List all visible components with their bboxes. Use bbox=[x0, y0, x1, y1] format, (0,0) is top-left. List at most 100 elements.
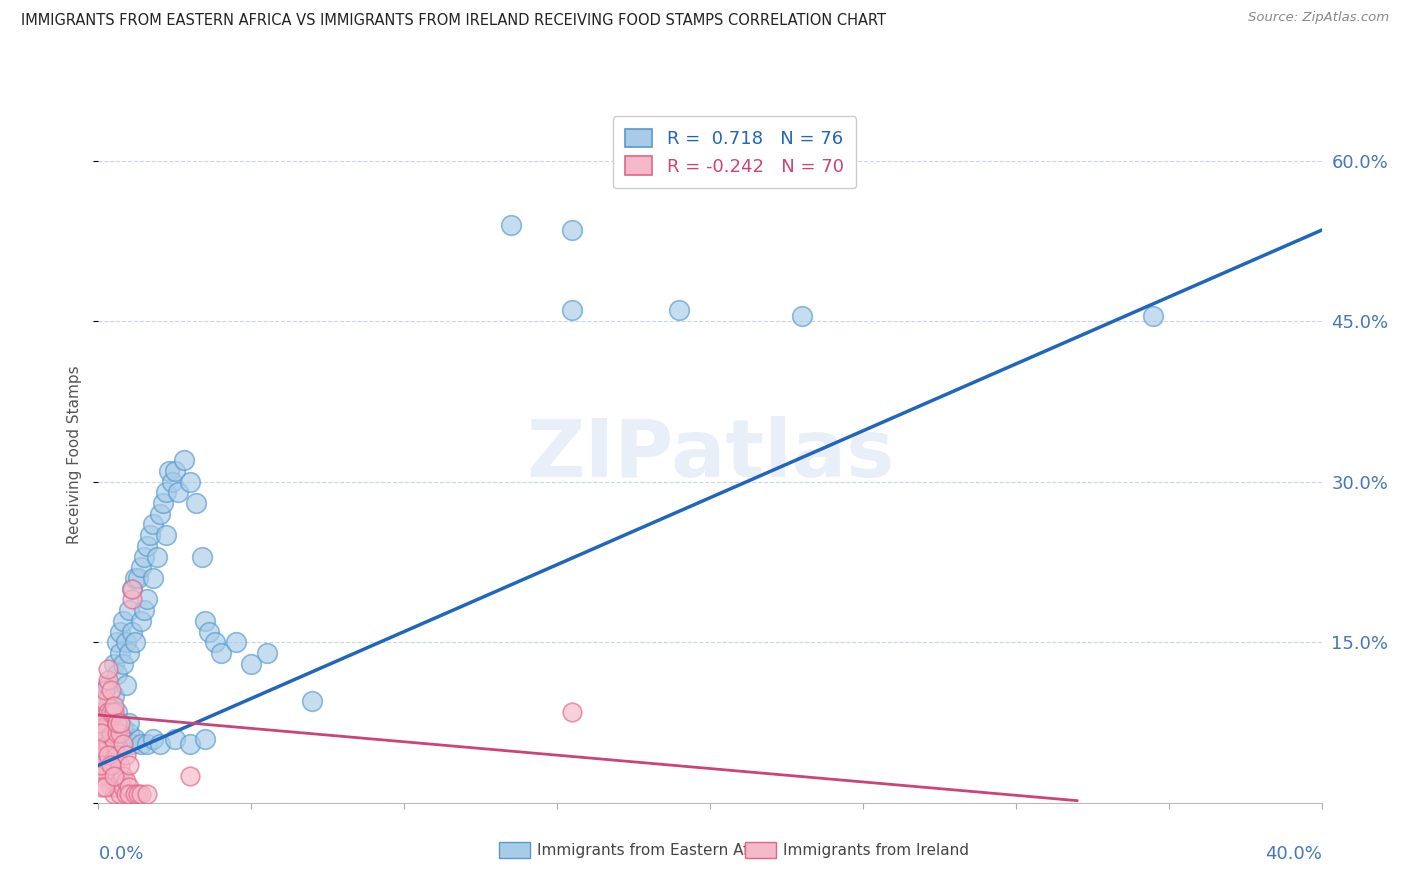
Point bbox=[97, 721, 120, 735]
Point bbox=[90, 758, 112, 772]
Point bbox=[103, 705, 125, 719]
Point bbox=[97, 715, 120, 730]
Point bbox=[121, 582, 143, 596]
Point bbox=[561, 223, 583, 237]
Point bbox=[142, 731, 165, 746]
Point bbox=[561, 303, 583, 318]
Point bbox=[134, 603, 156, 617]
Point bbox=[118, 726, 141, 740]
Point bbox=[100, 699, 122, 714]
Text: 0.0%: 0.0% bbox=[98, 845, 143, 863]
Point bbox=[97, 705, 120, 719]
Point bbox=[100, 747, 122, 762]
Point bbox=[124, 731, 146, 746]
Point bbox=[105, 705, 128, 719]
Point bbox=[124, 787, 146, 801]
Point bbox=[93, 731, 115, 746]
Point bbox=[142, 517, 165, 532]
Point bbox=[97, 747, 120, 762]
Point bbox=[100, 683, 122, 698]
Point bbox=[136, 787, 159, 801]
Point bbox=[93, 726, 115, 740]
Point bbox=[93, 694, 115, 708]
Point bbox=[105, 769, 128, 783]
Point bbox=[97, 673, 120, 687]
Point bbox=[93, 780, 115, 794]
Point bbox=[87, 715, 110, 730]
Point bbox=[136, 737, 159, 751]
Point bbox=[105, 667, 128, 681]
Point bbox=[111, 737, 134, 751]
Point bbox=[103, 758, 125, 772]
Point bbox=[124, 571, 146, 585]
Point bbox=[173, 453, 195, 467]
Point bbox=[115, 678, 138, 692]
Point bbox=[105, 726, 128, 740]
Point bbox=[139, 528, 162, 542]
Point bbox=[111, 721, 134, 735]
Point bbox=[93, 758, 115, 772]
Point bbox=[100, 710, 122, 724]
Point bbox=[118, 758, 141, 772]
Text: Source: ZipAtlas.com: Source: ZipAtlas.com bbox=[1249, 11, 1389, 24]
Point bbox=[790, 309, 813, 323]
Point bbox=[108, 715, 131, 730]
Point bbox=[105, 715, 128, 730]
Point bbox=[100, 758, 122, 772]
Point bbox=[134, 549, 156, 564]
Point bbox=[103, 769, 125, 783]
Point bbox=[97, 699, 120, 714]
Point bbox=[103, 731, 125, 746]
Point bbox=[111, 780, 134, 794]
Point bbox=[93, 747, 115, 762]
Point bbox=[194, 731, 217, 746]
Point bbox=[118, 780, 141, 794]
Point bbox=[179, 769, 201, 783]
Point bbox=[100, 705, 122, 719]
Point bbox=[129, 787, 152, 801]
Point bbox=[301, 694, 323, 708]
Point bbox=[121, 737, 143, 751]
Point bbox=[209, 646, 232, 660]
Point bbox=[108, 774, 131, 789]
Point bbox=[149, 737, 172, 751]
Point bbox=[118, 603, 141, 617]
Point bbox=[100, 726, 122, 740]
Point bbox=[100, 769, 122, 783]
Point bbox=[197, 624, 219, 639]
Point bbox=[105, 635, 128, 649]
Point bbox=[103, 737, 125, 751]
Point bbox=[115, 747, 138, 762]
Point bbox=[90, 780, 112, 794]
Point bbox=[90, 737, 112, 751]
Text: Immigrants from Ireland: Immigrants from Ireland bbox=[783, 843, 969, 857]
Point bbox=[225, 635, 247, 649]
Point bbox=[108, 726, 131, 740]
Point bbox=[93, 683, 115, 698]
Point bbox=[103, 774, 125, 789]
Point bbox=[108, 737, 131, 751]
Point bbox=[93, 710, 115, 724]
Point bbox=[121, 592, 143, 607]
Point bbox=[93, 705, 115, 719]
Point bbox=[160, 475, 183, 489]
Point bbox=[163, 731, 186, 746]
Point bbox=[111, 657, 134, 671]
Point bbox=[149, 507, 172, 521]
Point bbox=[157, 464, 180, 478]
Point bbox=[111, 731, 134, 746]
Text: ZIPatlas: ZIPatlas bbox=[526, 416, 894, 494]
Point bbox=[152, 496, 174, 510]
Point bbox=[155, 528, 177, 542]
Point bbox=[186, 496, 208, 510]
Point bbox=[142, 571, 165, 585]
Point bbox=[136, 592, 159, 607]
Point bbox=[111, 614, 134, 628]
Point bbox=[103, 657, 125, 671]
Point bbox=[204, 635, 226, 649]
Point bbox=[561, 705, 583, 719]
Point bbox=[100, 715, 122, 730]
Point bbox=[90, 715, 112, 730]
Point bbox=[127, 787, 149, 801]
Point bbox=[256, 646, 278, 660]
